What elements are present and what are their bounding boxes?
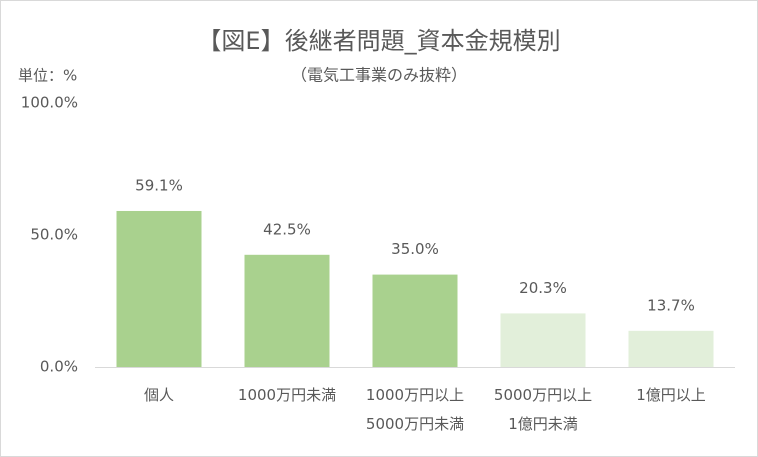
value-label: 35.0% [391,240,439,258]
value-label: 20.3% [519,279,567,297]
chart-title: 【図E】後継者問題_資本金規模別 [197,27,560,55]
chart-subtitle: （電気工事業のみ抜粋） [291,66,467,85]
y-tick-label: 50.0% [30,226,78,244]
bar [372,274,458,367]
value-label: 59.1% [135,176,183,194]
x-tick-label: 1000万円以上 5000万円未満 [365,386,465,433]
x-tick-label: 個人 [143,386,174,404]
unit-label: 単位：% [18,67,77,85]
y-tick-label: 100.0% [21,94,78,112]
x-tick-label: 1000万円未満 [237,386,337,404]
bar [244,254,330,367]
x-tick-label: 1億円以上 [636,386,706,404]
bar [628,330,714,367]
y-tick-label: 0.0% [40,358,78,376]
value-label: 13.7% [647,296,695,314]
x-tick-label: 5000万円以上 1億円未満 [493,386,593,433]
bar [116,210,202,367]
bar [500,313,586,367]
value-label: 42.5% [263,220,311,238]
